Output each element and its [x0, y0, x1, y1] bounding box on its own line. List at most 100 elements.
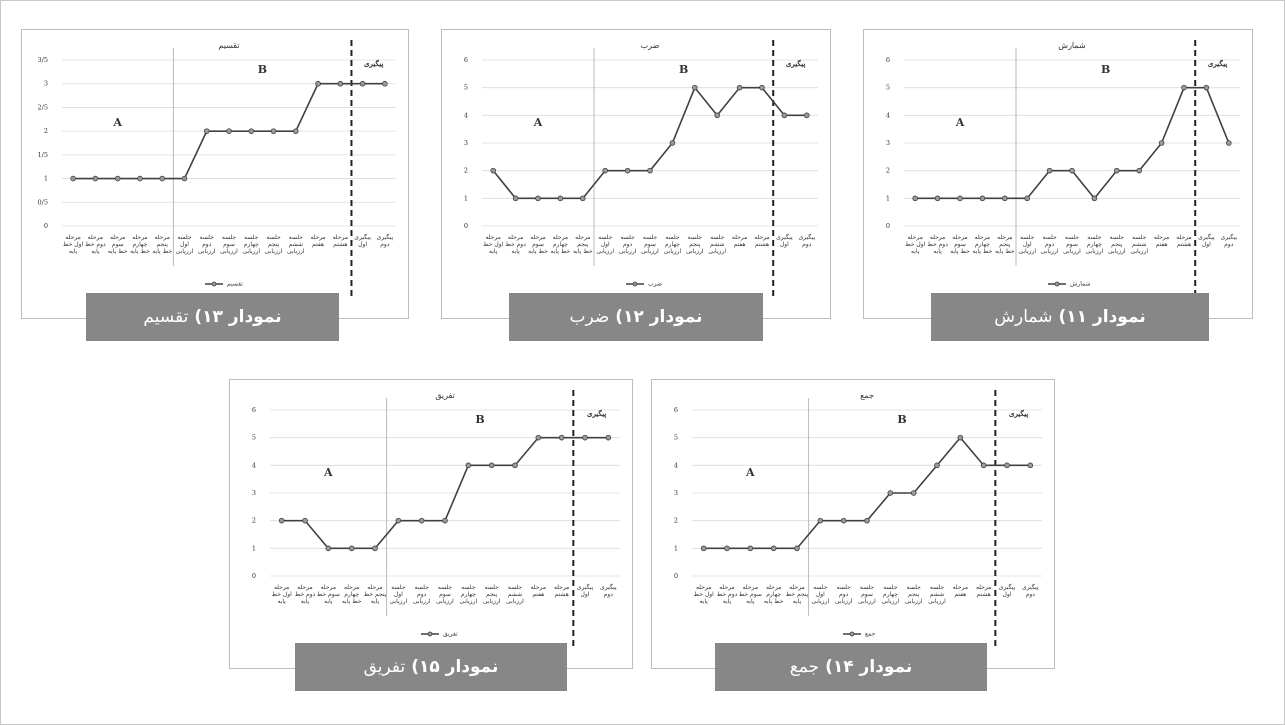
y-tick-label: 0: [674, 572, 678, 580]
marker: [669, 140, 676, 146]
x-tick-label: مرحله چهارم خط پایه: [130, 234, 150, 255]
x-tick-label: جلسه سوم ارزیابی: [220, 234, 238, 255]
x-tick-label: پیگیری دوم: [376, 234, 394, 248]
x-tick-label: جلسه اول ارزیابی: [596, 234, 615, 255]
x-tick-label: جلسه سوم ارزیابی: [641, 234, 659, 255]
marker: [558, 434, 565, 441]
chart-title: تقسیم: [218, 41, 239, 50]
annotation: پیگیری: [587, 409, 606, 419]
y-tick-label: 0: [886, 222, 890, 230]
marker: [465, 462, 472, 469]
x-tick-label: مرحله سوم خط پایه: [528, 234, 548, 255]
marker: [934, 195, 941, 202]
marker: [278, 517, 285, 524]
y-tick-label: 6: [886, 56, 890, 64]
marker: [770, 545, 777, 552]
marker: [957, 195, 963, 202]
x-tick-label: جلسه پنجم ارزیابی: [482, 584, 501, 605]
chart: ضرب 0 1 2 3 4 5 6 A B پیگیری ضرب: [464, 40, 818, 296]
y-tick-label: 1: [674, 544, 678, 552]
caption: نمودار ۱۱) شمارش: [931, 293, 1209, 341]
y-tick-label: 3: [44, 80, 48, 88]
x-tick-label: مرحله اول خط پایه: [271, 584, 292, 605]
x-tick-label: مرحله چهارم خط پایه: [763, 584, 784, 605]
chart: تفریق 0 1 2 3 4 5 6 A B پیگیری تفریق: [252, 390, 620, 646]
marker: [979, 195, 986, 202]
chart-title: تفریق: [435, 391, 455, 400]
x-tick-label: مرحله چهارم خط پایه: [550, 234, 571, 255]
x-tick-label: مرحله هشتم: [1176, 234, 1192, 248]
x-tick-label: پیگیری اول: [576, 584, 594, 598]
x-tick-label: جلسه اول ارزیابی: [175, 234, 194, 255]
annotation: پیگیری: [364, 59, 383, 69]
x-tick-label: مرحله هشتم: [332, 234, 349, 248]
marker: [864, 517, 870, 524]
y-tick-label: 0: [44, 222, 48, 230]
x-tick-label: پیگیری اول: [354, 234, 371, 248]
x-tick-label: پیگیری دوم: [798, 234, 816, 248]
marker: [488, 462, 495, 469]
marker: [302, 517, 308, 524]
marker: [887, 490, 894, 496]
x-tick-label: مرحله چهارم خط پایه: [341, 584, 362, 605]
x-tick-label: مرحله پنجم خط پایه: [785, 584, 809, 605]
marker: [747, 545, 754, 552]
marker: [372, 545, 378, 552]
legend-label: جمع: [865, 631, 876, 638]
annotation: A: [533, 116, 543, 129]
marker: [70, 175, 76, 182]
x-tick-label: جلسه ششم ارزیابی: [1130, 234, 1149, 255]
marker: [270, 128, 277, 134]
x-tick-label: جلسه دوم ارزیابی: [1040, 234, 1059, 255]
legend-label: شمارش: [1070, 281, 1091, 288]
marker: [1136, 167, 1143, 174]
y-tick-label: 1: [886, 194, 890, 202]
marker: [647, 167, 653, 174]
x-tick-label: مرحله دوم خط پایه: [927, 234, 948, 255]
annotation: A: [112, 116, 122, 129]
marker: [418, 517, 425, 524]
chart-card: شمارش 0 1 2 3 4 5 6 A B پیگیری شمارش مرحله اول خط پا…: [863, 29, 1253, 319]
y-tick-label: 4: [674, 461, 678, 469]
y-tick-label: 5: [464, 84, 468, 92]
x-tick-label: مرحله اول خط پایه: [905, 234, 926, 255]
x-tick-label: پیگیری اول: [998, 584, 1016, 598]
marker: [736, 84, 743, 91]
y-tick-label: 1/5: [38, 151, 48, 159]
x-tick-label: جلسه چهارم ارزیابی: [663, 234, 682, 255]
y-tick-label: 2: [44, 127, 48, 135]
marker: [602, 167, 609, 174]
x-tick-label: مرحله دوم خط پایه: [85, 234, 106, 255]
y-tick-label: 2/5: [38, 103, 48, 111]
x-tick-label: جلسه پنجم ارزیابی: [904, 584, 923, 605]
y-tick-label: 2: [252, 517, 256, 525]
marker: [1203, 84, 1210, 91]
marker: [1004, 462, 1010, 469]
marker: [781, 112, 788, 119]
y-tick-label: 4: [464, 111, 468, 119]
x-tick-label: مرحله هشتم: [754, 234, 770, 248]
legend-marker: [849, 631, 855, 637]
marker: [292, 128, 299, 134]
y-tick-label: 0/5: [38, 198, 48, 206]
marker: [910, 490, 917, 496]
x-tick-label: مرحله چهارم خط پایه: [972, 234, 993, 255]
caption: نمودار ۱۵) تفریق: [295, 643, 567, 691]
marker: [700, 545, 707, 552]
x-tick-label: جلسه ششم ارزیابی: [928, 584, 946, 605]
marker: [957, 434, 964, 441]
y-tick-label: 5: [886, 84, 890, 92]
chart-card: ضرب 0 1 2 3 4 5 6 A B پیگیری ضرب مرحله اول خط پایه مر…: [441, 29, 831, 319]
y-tick-label: 6: [674, 406, 678, 414]
marker: [714, 112, 721, 119]
marker: [203, 128, 210, 134]
chart-title: شمارش: [1058, 41, 1086, 50]
x-tick-label: مرحله دوم خط پایه: [294, 584, 316, 605]
marker: [840, 517, 847, 524]
marker: [114, 175, 121, 182]
marker: [605, 434, 612, 441]
y-tick-label: 4: [252, 461, 256, 469]
marker: [315, 80, 321, 87]
annotation: B: [679, 63, 688, 76]
x-tick-label: مرحله سوم خط پایه: [316, 584, 340, 605]
